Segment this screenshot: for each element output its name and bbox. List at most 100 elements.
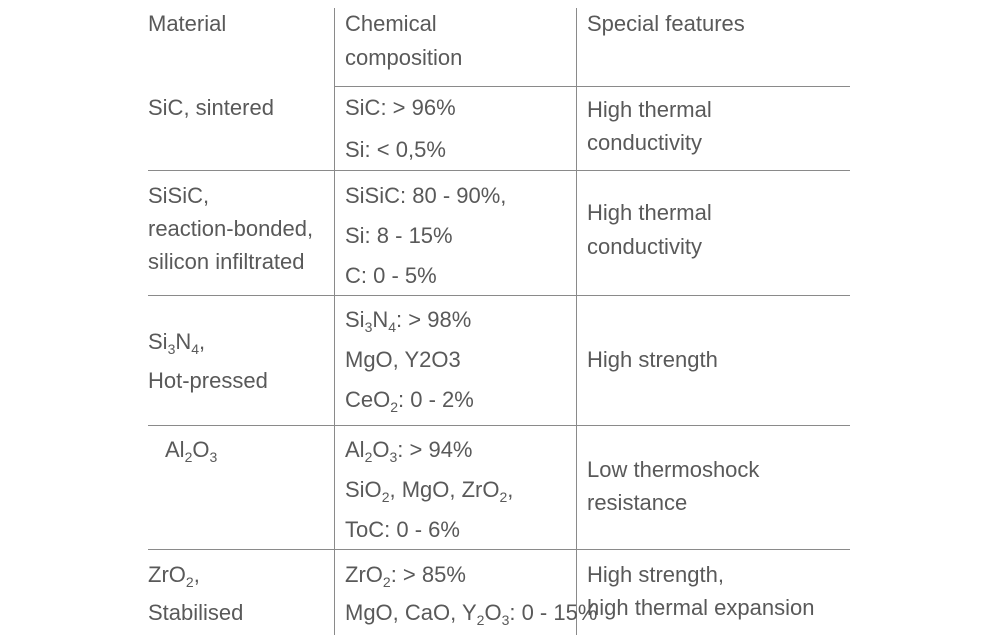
cell-line: High thermal [587,97,712,123]
text-segment: 2 [382,574,391,590]
cell-line: resistance [587,490,687,516]
cell-line: ZrO2: > 85% [345,562,466,590]
cell-line: silicon infiltrated [148,249,305,275]
cell-line: Stabilised [148,600,243,626]
text-segment: high thermal expansion [587,595,815,620]
text-segment: SiSiC: 80 - 90%, [345,183,507,208]
text-segment: Si [345,307,365,332]
cell-line: ToC: 0 - 6% [345,517,460,543]
text-segment: ToC: 0 - 6% [345,517,460,542]
cell-line: Material [148,11,226,37]
text-segment: Si: 8 - 15% [345,223,453,248]
text-segment: 2 [476,612,485,628]
text-segment: CeO [345,387,391,412]
cell-line: MgO, Y2O3 [345,347,461,373]
cell-line: ZrO2, [148,562,200,590]
text-segment: 4 [388,319,397,335]
cell-line: SiO2, MgO, ZrO2, [345,477,514,505]
cell-line: SiSiC, [148,183,209,209]
cell-line: High thermal [587,200,712,226]
text-segment: 2 [381,489,390,505]
text-segment: SiC: > 96% [345,95,456,120]
text-segment: 3 [501,612,510,628]
text-segment: N [175,329,192,354]
text-segment: SiC, sintered [148,95,274,120]
cell-line: Al2O3: > 94% [345,437,473,465]
text-segment: 4 [191,341,200,357]
text-segment: Al [165,437,185,462]
text-segment: 2 [184,449,193,465]
row-rule [148,425,850,426]
text-segment: 2 [499,489,508,505]
text-segment: conductivity [587,130,702,155]
text-segment: reaction-bonded, [148,216,314,241]
text-segment: 2 [185,574,194,590]
cell-line: Special features [587,11,745,37]
text-segment: High thermal [587,200,712,225]
cell-line: high thermal expansion [587,595,814,621]
cell-line: composition [345,45,462,71]
text-segment: : > 85% [390,562,466,587]
text-segment: 3 [364,319,373,335]
column-rule [576,8,577,635]
column-rule [334,8,335,635]
text-segment: 3 [209,449,218,465]
text-segment: , [193,562,200,587]
text-segment: resistance [587,490,688,515]
cell-line: C: 0 - 5% [345,263,437,289]
text-segment: Stabilised [148,600,244,625]
text-segment: : 0 - 2% [398,387,474,412]
row-rule [148,295,850,296]
cell-line: Chemical [345,11,437,37]
text-segment: SiO [345,477,382,502]
text-segment: O [192,437,210,462]
cell-line: Low thermoshock [587,457,759,483]
cell-line: MgO, CaO, Y2O3: 0 - 15% [345,600,598,628]
cell-line: CeO2: 0 - 2% [345,387,474,415]
text-segment: Si [148,329,168,354]
cell-line: Si3N4: > 98% [345,307,472,335]
text-segment: 3 [389,449,398,465]
text-segment: 3 [167,341,176,357]
row-rule [148,170,850,171]
cell-line: SiSiC: 80 - 90%, [345,183,506,209]
cell-line: conductivity [587,234,702,260]
cell-line: Hot-pressed [148,368,268,394]
cell-line: SiC: > 96% [345,95,456,121]
text-segment: High strength [587,347,718,372]
cell-line: Si: < 0,5% [345,137,446,163]
text-segment: N [372,307,389,332]
text-segment: 2 [364,449,373,465]
text-segment: SiSiC, [148,183,210,208]
text-segment: ZrO [148,562,186,587]
text-segment: , MgO, ZrO [389,477,500,502]
text-segment: : > 98% [396,307,472,332]
text-segment: , [507,477,514,502]
text-segment: MgO, Y2O3 [345,347,461,372]
text-segment: Low thermoshock [587,457,760,482]
row-rule [148,549,850,550]
cell-line: SiC, sintered [148,95,274,121]
cell-line: Si: 8 - 15% [345,223,453,249]
text-segment: Al [345,437,365,462]
cell-line: conductivity [587,130,702,156]
text-segment: Si: < 0,5% [345,137,446,162]
text-segment: C: 0 - 5% [345,263,437,288]
text-segment: composition [345,45,463,70]
text-segment: O [372,437,390,462]
text-segment: conductivity [587,234,702,259]
text-segment: MgO, CaO, Y [345,600,477,625]
text-segment: 2 [390,399,399,415]
cell-line: Si3N4, [148,329,206,357]
text-segment: High strength, [587,562,724,587]
text-segment: : 0 - 15% [509,600,598,625]
text-segment: High thermal [587,97,712,122]
text-segment: Chemical [345,11,437,36]
text-segment: , [199,329,206,354]
text-segment: Hot-pressed [148,368,268,393]
text-segment: ZrO [345,562,383,587]
text-segment: Special features [587,11,745,36]
cell-line: reaction-bonded, [148,216,313,242]
row-rule [335,86,850,87]
